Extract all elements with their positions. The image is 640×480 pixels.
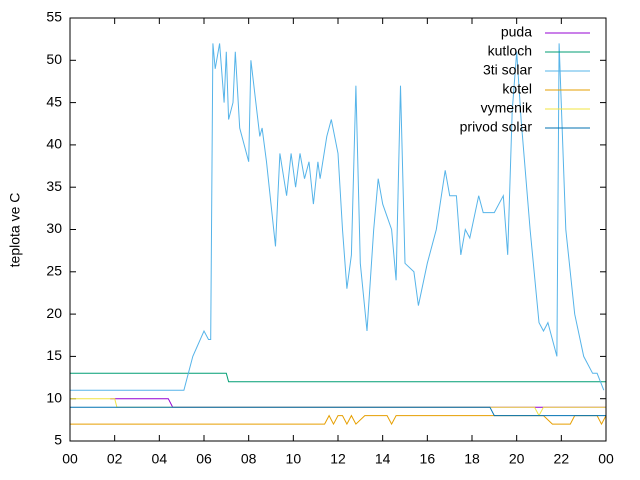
series-line — [110, 398, 606, 408]
y-tick-label: 10 — [46, 389, 62, 405]
x-tick-label: 14 — [375, 451, 391, 467]
x-tick-label: 08 — [241, 451, 257, 467]
series-line — [70, 372, 606, 383]
legend-label: vymenik — [481, 100, 533, 116]
plot-frame — [69, 17, 607, 442]
x-tick-label: 00 — [62, 451, 78, 467]
y-tick-label: 30 — [46, 220, 62, 236]
x-tick-label: 06 — [196, 451, 212, 467]
y-tick-label: 5 — [54, 432, 62, 448]
legend-label: kotel — [502, 81, 532, 97]
y-axis-label: teplota ve C — [7, 193, 23, 268]
y-tick-label: 50 — [46, 51, 62, 67]
y-tick-label: 25 — [46, 263, 62, 279]
legend-label: kutloch — [488, 43, 532, 59]
y-tick-label: 20 — [46, 305, 62, 321]
y-tick-label: 45 — [46, 93, 62, 109]
series-line — [70, 414, 607, 426]
x-tick-label: 20 — [509, 451, 525, 467]
x-tick-label: 12 — [330, 451, 346, 467]
series-line — [70, 398, 606, 417]
x-tick-label: 00 — [598, 451, 614, 467]
x-tick-label: 16 — [420, 451, 436, 467]
x-tick-label: 02 — [107, 451, 123, 467]
series-line — [70, 43, 605, 391]
y-tick-label: 55 — [46, 9, 62, 25]
x-tick-label: 04 — [152, 451, 168, 467]
y-tick-label: 40 — [46, 136, 62, 152]
legend-label: puda — [501, 24, 532, 40]
y-tick-label: 35 — [46, 178, 62, 194]
y-tick-label: 15 — [46, 347, 62, 363]
legend-label: 3ti solar — [483, 62, 532, 78]
x-tick-label: 18 — [464, 451, 480, 467]
x-tick-label: 10 — [286, 451, 302, 467]
x-tick-label: 22 — [554, 451, 570, 467]
legend-label: privod solar — [460, 119, 533, 135]
series-line — [70, 406, 606, 417]
